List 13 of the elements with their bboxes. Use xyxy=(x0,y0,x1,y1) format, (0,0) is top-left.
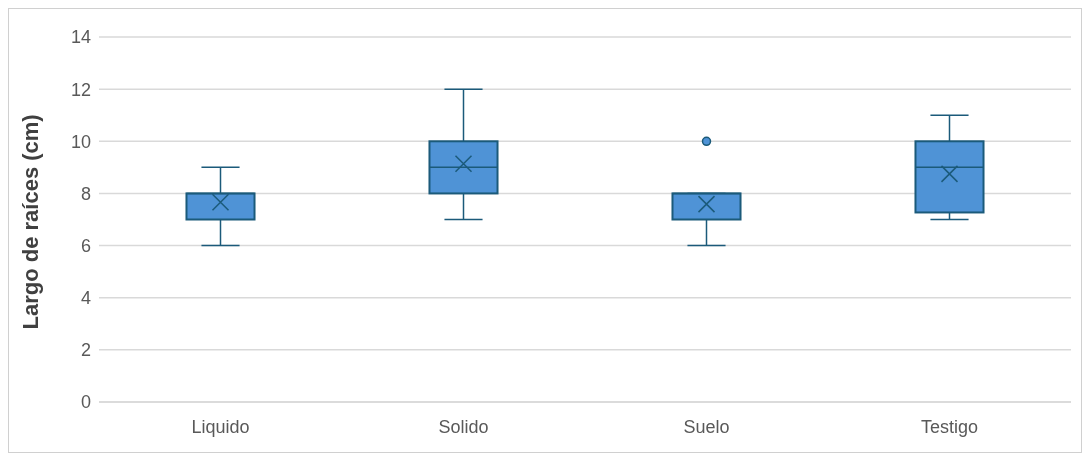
y-axis-title: Largo de raíces (cm) xyxy=(17,114,43,330)
x-tick-label: Liquido xyxy=(191,416,250,437)
y-tick-label: 14 xyxy=(70,27,91,48)
y-tick-label: 4 xyxy=(80,288,91,309)
x-tick-label: Solido xyxy=(438,416,489,437)
x-tick-label: Suelo xyxy=(683,416,730,437)
y-tick-label: 2 xyxy=(80,340,91,361)
y-tick-label: 6 xyxy=(80,235,91,256)
x-tick-label: Testigo xyxy=(920,416,979,437)
y-tick-label: 12 xyxy=(70,79,91,100)
y-tick-label: 10 xyxy=(70,131,91,152)
y-tick-label: 8 xyxy=(80,183,91,204)
y-tick-label: 0 xyxy=(80,392,91,413)
